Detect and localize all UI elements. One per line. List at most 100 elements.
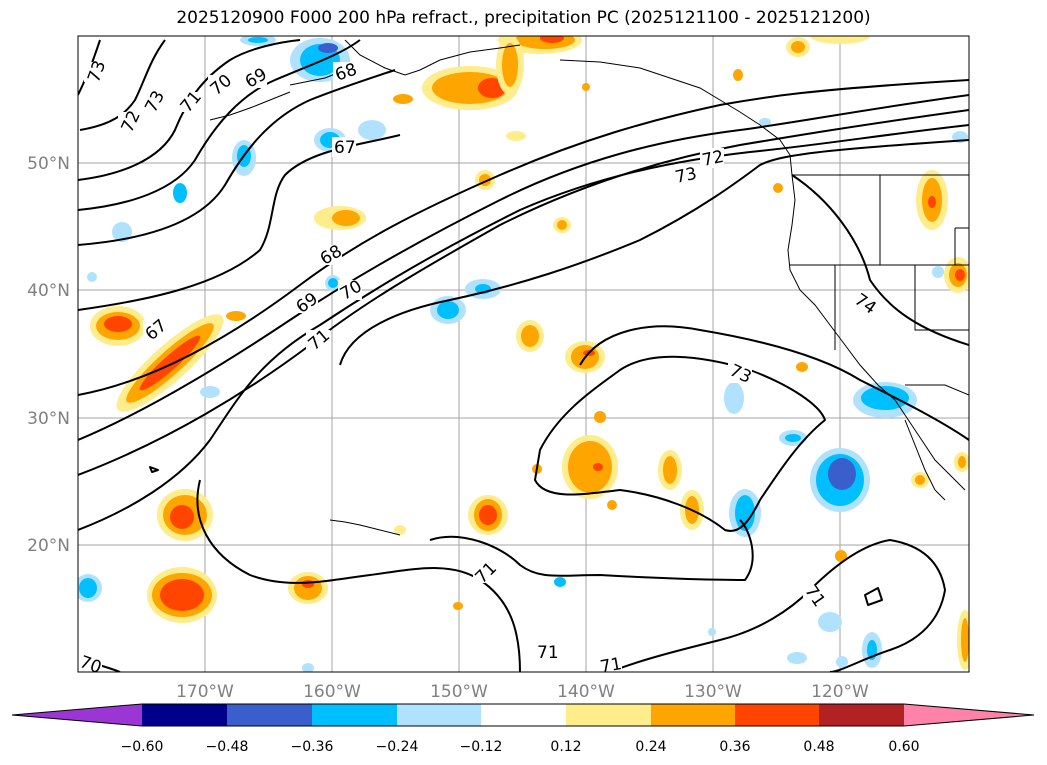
patch-neg [173,183,187,203]
aleutian-chain-west [209,91,291,121]
patch-neg [358,120,386,140]
contour-69-west [78,69,396,246]
colorbar-swatch [142,704,227,726]
contour-74 [791,174,969,346]
patch-pos [810,36,870,44]
patch-pos [607,500,617,510]
map-title: 2025120900 F000 200 hPa refract., precip… [176,8,871,28]
lat-label: 40°N [27,281,70,301]
patch-neg [836,656,848,668]
coastlines [209,39,969,536]
patch-pos [835,550,847,562]
colorbar-swatch [397,704,481,726]
patch-pos [116,314,224,412]
patch-pos [796,362,808,372]
patch-pos [733,69,743,81]
patch-pos [954,452,969,472]
patch-neg [862,632,882,668]
patch-pos [911,472,929,488]
colorbar-tick-label: 0.60 [888,739,919,755]
colorbar-tick-label: 0.12 [550,739,581,755]
contour-71-southeast [609,539,946,672]
plot-frame [77,35,970,673]
colorbar-tick-label: −0.60 [121,739,164,755]
patch-pos [553,217,571,233]
contour-label: 67 [334,138,356,158]
lon-label: 150°W [430,682,488,702]
patch-neg [325,275,341,291]
lon-label: 120°W [811,682,869,702]
contour-71 [78,124,969,531]
patch-pos [468,495,508,535]
contour-71-mid [429,519,754,581]
colorbar-tick-label: 0.48 [803,739,834,755]
patch-pos [582,83,590,91]
patch-pos [90,306,146,346]
colorbar-swatch [566,704,651,726]
colorbar-swatch [819,704,904,726]
contour-69 [78,94,969,441]
patch-neg [554,577,566,587]
contour-70-west [78,39,361,211]
patch-pos [594,411,606,423]
patch-neg [200,386,220,398]
patch-pos [506,131,526,141]
lat-label: 50°N [27,154,70,174]
alaska-panhandle-coast [559,59,793,176]
colorbar-tick-label: −0.12 [460,739,503,755]
precip-positive-patches [90,36,969,670]
patch-neg [78,574,102,602]
patch-pos [288,572,328,604]
patch-neg [112,222,132,242]
patch-pos [422,66,518,110]
lon-label: 160°W [303,682,361,702]
contour-tiny-1 [149,466,159,473]
patch-neg [87,272,97,282]
colorbar: −0.60 −0.48 −0.36 −0.24 −0.12 0.12 0.24 … [11,703,1035,755]
colorbar-outline [11,703,1035,727]
contour-label: 71 [537,643,559,663]
colorbar-swatch [651,704,735,726]
colorbar-tick-label: 0.24 [635,739,666,755]
patch-neg [779,430,807,446]
patch-neg [759,118,771,126]
patch-pos [314,206,366,230]
contour-73-closed [534,355,826,532]
colorbar-extend-high [904,704,1034,726]
baja-coast [904,419,946,501]
colorbar-swatch [227,704,312,726]
longitude-labels: 170°W 160°W 150°W 140°W 130°W 120°W [176,682,869,702]
contour-68 [78,79,969,396]
colorbar-tick-label: −0.48 [206,739,249,755]
contour-label: 72 [700,147,725,171]
lat-label: 20°N [27,536,70,556]
patch-pos [226,311,246,321]
aleutian-chain [289,71,341,86]
contour-labels: 73 72 73 71 70 69 68 67 68 69 70 71 67 [78,58,880,672]
patch-pos [786,37,810,57]
colorbar-swatch [312,704,397,726]
hawaii-islands [329,519,401,536]
patch-pos [394,525,406,535]
contour-72 [339,139,969,366]
patch-pos [916,170,948,230]
patch-pos [157,489,213,541]
patch-pos [773,183,783,193]
refractivity-contours [78,39,969,672]
colorbar-swatch [735,704,819,726]
contour-label: 73 [673,164,698,188]
colorbar-swatch [481,704,566,726]
patch-pos [453,602,463,610]
patch-pos [496,36,524,95]
patch-neg [787,652,807,664]
map-content: 73 72 73 71 70 69 68 67 68 69 70 71 67 [78,36,969,672]
contour-72-west [79,39,166,131]
patch-pos [147,567,217,623]
aleutian-alaska-coast [344,39,521,76]
plot-area [78,36,969,672]
us-west-coast [787,174,966,491]
patch-pos [658,450,682,490]
patch-neg [810,448,870,512]
patch-neg [853,382,917,418]
